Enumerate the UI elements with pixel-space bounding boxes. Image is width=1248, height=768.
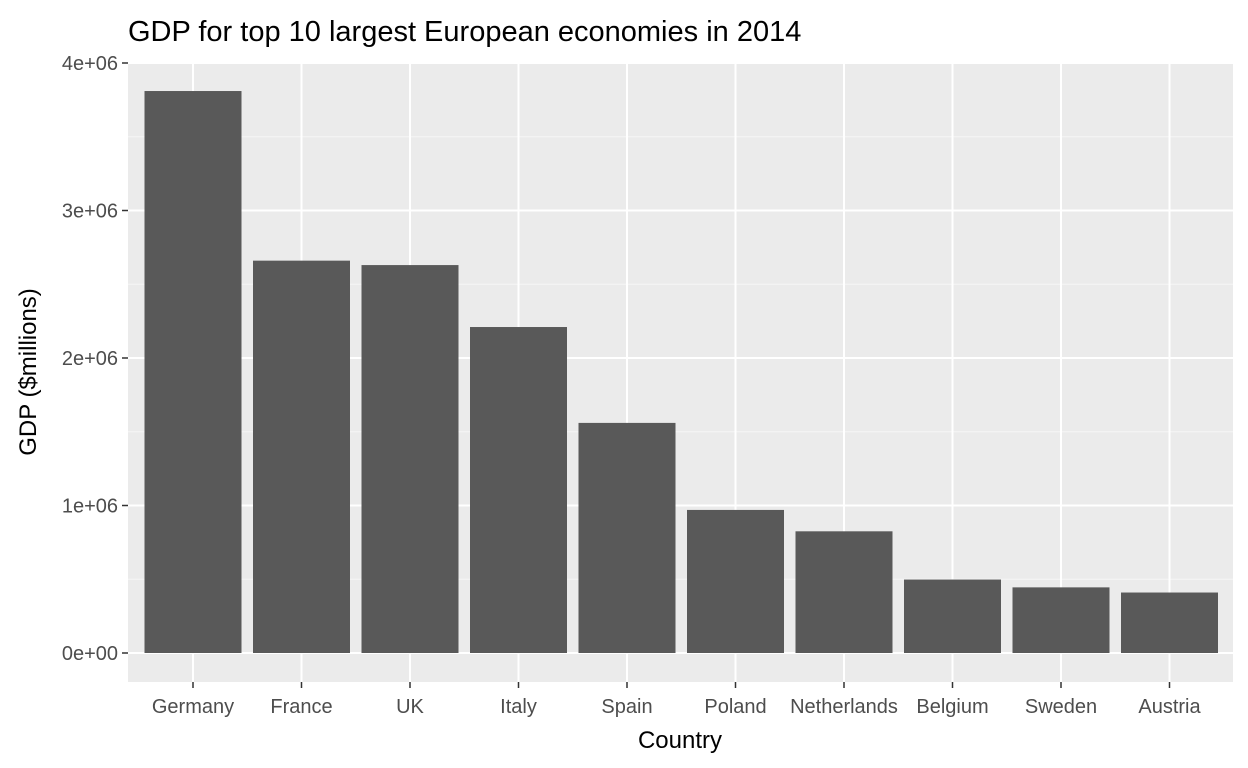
x-tick-label: Austria xyxy=(1138,696,1201,718)
bar-sweden xyxy=(1012,587,1110,653)
x-tick-label: Germany xyxy=(152,696,234,718)
y-tick-label: 1e+06 xyxy=(62,496,118,518)
x-tick-label: Spain xyxy=(601,696,652,718)
y-tick-label: 2e+06 xyxy=(62,348,118,370)
bars xyxy=(144,91,1218,653)
bar-germany xyxy=(144,91,242,653)
bar-poland xyxy=(687,509,784,653)
x-tick-label: UK xyxy=(396,696,424,718)
x-tick-label: Belgium xyxy=(916,696,988,718)
bar-italy xyxy=(470,327,567,653)
y-tick-label: 4e+06 xyxy=(62,53,118,75)
x-tick-label: Sweden xyxy=(1025,696,1097,718)
bar-netherlands xyxy=(795,531,893,653)
bar-belgium xyxy=(904,579,1001,653)
x-tick-label: Netherlands xyxy=(790,696,898,718)
bar-austria xyxy=(1121,592,1218,653)
bar-uk xyxy=(361,265,459,653)
x-tick-label: France xyxy=(270,696,332,718)
chart-title: GDP for top 10 largest European economie… xyxy=(128,16,801,48)
y-tick-label: 0e+00 xyxy=(62,643,118,665)
y-axis-title: GDP ($millions) xyxy=(15,288,42,456)
bar-france xyxy=(253,260,350,653)
bar-spain xyxy=(578,422,676,653)
y-tick-label: 3e+06 xyxy=(62,201,118,223)
x-axis-title: Country xyxy=(638,727,722,754)
y-axis: 0e+00 1e+06 2e+06 3e+06 4e+06 xyxy=(62,53,128,665)
x-tick-label: Poland xyxy=(704,696,766,718)
x-axis: Germany France UK Italy Spain Poland Netherlan… xyxy=(152,682,1201,718)
x-tick-label: Italy xyxy=(500,696,537,718)
